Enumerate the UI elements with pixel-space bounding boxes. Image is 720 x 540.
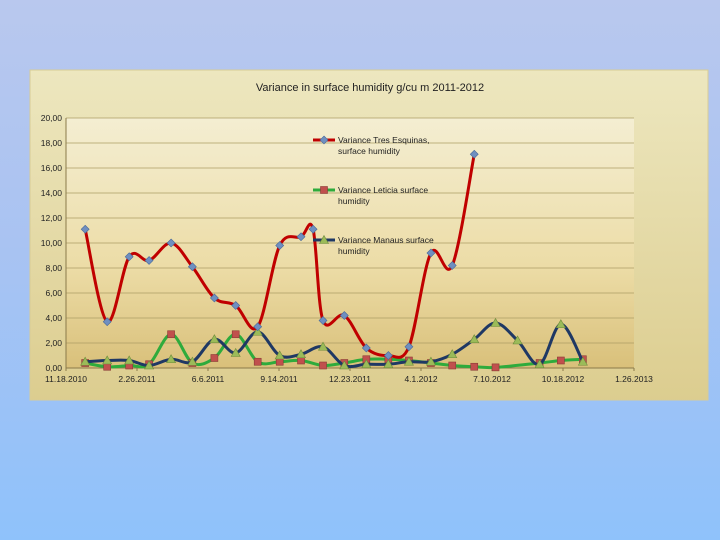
data-point [361, 343, 371, 353]
data-point [210, 354, 219, 362]
x-tick-label: 10.18.2012 [542, 374, 585, 384]
data-point [253, 322, 263, 332]
y-tick-label: 0,00 [45, 363, 62, 373]
legend-marker [319, 135, 329, 145]
y-tick-label: 2,00 [45, 338, 62, 348]
x-tick-label: 7.10.2012 [473, 374, 511, 384]
data-point [470, 362, 479, 371]
data-point [425, 356, 436, 366]
data-point [124, 252, 134, 262]
legend-label: surface humidity [338, 146, 401, 156]
data-point [383, 351, 393, 360]
data-point [534, 359, 545, 369]
y-tick-label: 10,00 [41, 238, 63, 248]
data-point [187, 262, 197, 272]
legend-item: Variance Tres Esquinas,surface humidity [313, 135, 430, 156]
x-tick-label: 6.6.2011 [192, 374, 225, 384]
data-point [557, 356, 565, 365]
x-tick-label: 11.18.2010 [45, 374, 87, 384]
data-point [404, 342, 414, 352]
data-point [447, 261, 457, 270]
x-tick-label: 4.1.2012 [404, 374, 437, 384]
x-tick-label: 2.26.2011 [118, 374, 155, 384]
gridlines [66, 117, 634, 369]
data-point [469, 149, 479, 159]
data-point [555, 319, 566, 329]
data-point [187, 356, 198, 366]
legend: Variance Tres Esquinas,surface humidityV… [313, 135, 434, 256]
y-tick-label: 12,00 [41, 213, 63, 223]
data-point [296, 232, 306, 242]
data-point [275, 241, 285, 250]
data-point [144, 256, 154, 265]
y-tick-label: 14,00 [41, 188, 63, 198]
data-point [512, 335, 523, 345]
series-1 [80, 149, 479, 360]
data-point [231, 330, 240, 339]
y-tick-label: 8,00 [45, 263, 62, 273]
series-3 [80, 317, 588, 370]
data-point [144, 360, 155, 370]
data-point [469, 334, 480, 344]
y-tick-label: 6,00 [45, 288, 62, 298]
data-point [403, 356, 414, 366]
legend-label: humidity [338, 246, 370, 256]
data-point [209, 334, 220, 344]
data-point [318, 341, 329, 351]
data-point [80, 224, 90, 234]
data-point [491, 363, 500, 372]
legend-label: Variance Tres Esquinas, [338, 135, 430, 145]
data-point [209, 293, 219, 303]
legend-label: Variance Leticia surface [338, 185, 428, 195]
data-point [80, 356, 91, 366]
data-point [490, 317, 501, 327]
x-tick-label: 1.26.2013 [615, 374, 653, 384]
chart-title: Variance in surface humidity g/cu m 2011… [256, 82, 484, 94]
data-point [577, 356, 588, 366]
y-tick-label: 20,00 [41, 113, 63, 123]
data-point [339, 311, 349, 320]
data-point [339, 360, 350, 370]
data-point [166, 354, 177, 364]
data-point [102, 355, 113, 365]
x-tick-label: 12.23.2011 [329, 374, 371, 384]
data-point [253, 357, 262, 366]
data-point [383, 359, 394, 369]
data-point [295, 349, 307, 359]
data-point [231, 301, 241, 310]
data-point [230, 347, 241, 357]
data-point [361, 359, 372, 369]
x-tick-label: 9.14.2011 [260, 374, 297, 384]
data-point [102, 317, 112, 327]
data-point [124, 355, 135, 365]
data-point [166, 238, 176, 248]
legend-label: humidity [338, 196, 370, 206]
y-tick-label: 16,00 [41, 163, 63, 173]
data-point [308, 224, 318, 234]
data-point [319, 361, 327, 370]
y-tick-label: 4,00 [45, 313, 62, 323]
data-point [448, 361, 457, 370]
data-point [274, 350, 285, 360]
y-tick-label: 18,00 [41, 138, 63, 148]
data-point [167, 330, 175, 339]
series-lines [80, 149, 588, 372]
data-point [252, 326, 263, 336]
data-point [447, 349, 458, 359]
data-point [426, 248, 436, 258]
axes: 0,00 2,00 4,00 6,00 8,00 10,00 12,00 14,00 16,00… [41, 113, 653, 384]
legend-marker [318, 234, 330, 244]
legend-label: Variance Manaus surface [338, 235, 434, 245]
legend-marker [320, 186, 328, 194]
data-point [318, 316, 328, 325]
